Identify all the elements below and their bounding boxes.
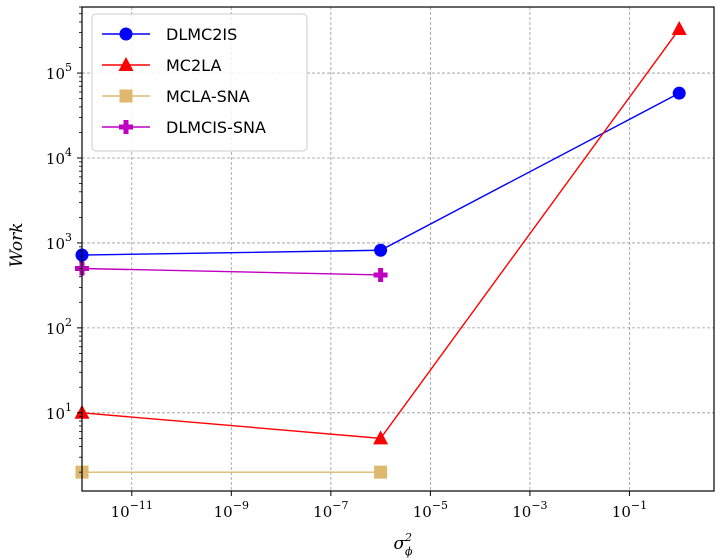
y-axis-label: Work	[7, 223, 27, 268]
legend-marker	[119, 120, 133, 134]
data-point-mcla-sna	[374, 465, 388, 479]
legend-marker	[119, 27, 133, 41]
x-tick-label: 10−5	[413, 499, 448, 521]
data-point-mc2la	[671, 21, 687, 36]
grid-lines	[82, 7, 714, 491]
legend-entry-mc2la: MC2LA	[102, 56, 221, 75]
legend-marker	[119, 89, 133, 103]
y-tick-label: 105	[46, 61, 72, 83]
data-point-dlmc2is	[374, 243, 388, 257]
tick-layer: 10−11 10−9 10−7 10−5 10−3 10−1 101 102 103 104 105	[46, 6, 647, 521]
x-tick-label: 10−7	[313, 499, 348, 521]
legend-label: MC2LA	[166, 56, 221, 75]
data-point-dlmc2is	[672, 86, 686, 100]
legend-label: MCLA-SNA	[166, 87, 250, 106]
plot-frame	[81, 6, 715, 492]
legend-box	[91, 13, 308, 152]
series-line-dlmcis-sna	[81, 267, 381, 276]
x-axis-label-base: σ	[393, 534, 405, 554]
y-tick-label: 101	[46, 401, 72, 423]
y-tick-label: 103	[46, 231, 72, 253]
legend-marker	[118, 57, 134, 71]
legend-label: DLMCIS-SNA	[166, 118, 266, 137]
x-axis-label-sub: ϕ	[405, 545, 413, 558]
x-tick-label: 10−1	[612, 499, 647, 521]
data-point-dlmcis-sna	[373, 267, 388, 282]
x-tick-label: 10−9	[214, 499, 249, 521]
x-axis-label-sup: 2	[404, 531, 412, 544]
y-tick-label: 102	[46, 316, 72, 338]
x-axis-label: σ2 ϕ	[393, 531, 413, 558]
legend: DLMC2IS MC2LA MCLA-SNA DLMCIS-SNA	[91, 13, 308, 152]
x-tick-label: 10−11	[111, 499, 153, 521]
legend-entry-mcla-sna: MCLA-SNA	[102, 87, 250, 106]
legend-label: DLMC2IS	[166, 25, 237, 44]
y-tick-label: 104	[46, 146, 72, 168]
legend-entry-dlmc2is: DLMC2IS	[102, 25, 237, 44]
legend-entry-dlmcis-sna: DLMCIS-SNA	[102, 118, 266, 137]
x-tick-label: 10−3	[512, 499, 547, 521]
data-point-mc2la	[373, 430, 389, 445]
